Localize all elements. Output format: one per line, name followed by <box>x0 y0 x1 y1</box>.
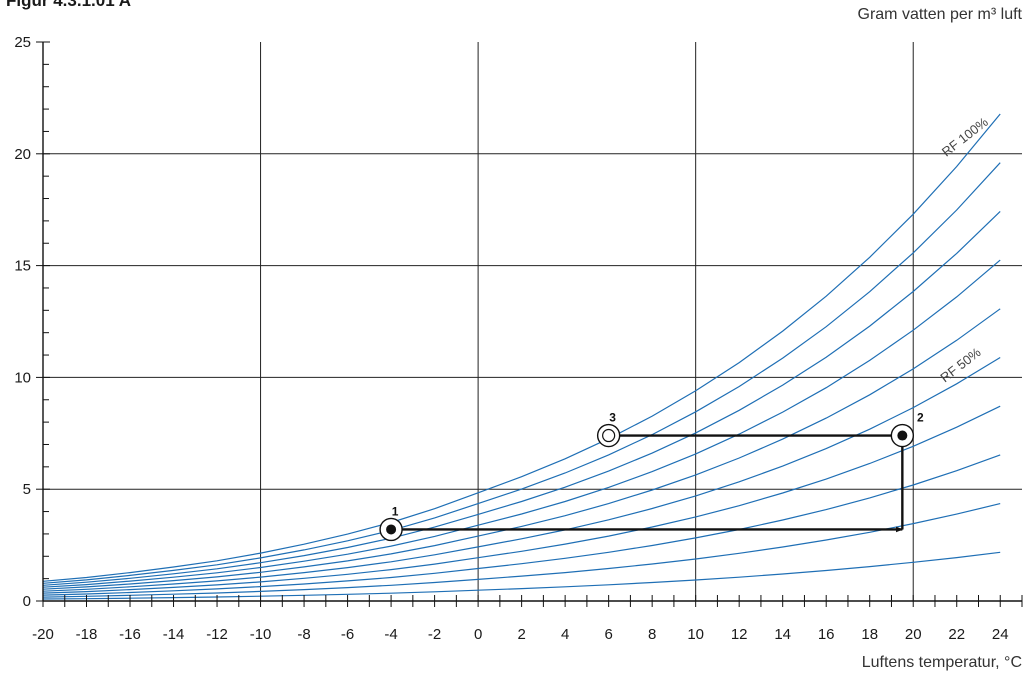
state-point-dot <box>386 524 397 535</box>
y-tick-label: 5 <box>23 481 31 498</box>
x-tick-label: -4 <box>384 626 397 643</box>
state-point-inner-ring <box>602 428 616 443</box>
x-tick-label: -10 <box>250 626 272 643</box>
x-tick-label: 0 <box>474 626 482 643</box>
x-tick-label: 14 <box>774 626 791 643</box>
x-tick-label: 22 <box>948 626 965 643</box>
y-tick-label: 10 <box>14 369 31 386</box>
x-tick-label: -12 <box>206 626 228 643</box>
x-tick-label: 2 <box>517 626 525 643</box>
x-tick-label: 24 <box>992 626 1009 643</box>
x-tick-label: -16 <box>119 626 141 643</box>
x-tick-label: -18 <box>76 626 98 643</box>
x-tick-label: 6 <box>604 626 612 643</box>
rh-curve-40 <box>42 405 1001 594</box>
x-tick-label: -2 <box>428 626 441 643</box>
state-point-label: 2 <box>917 411 924 425</box>
state-point-label: 1 <box>392 504 399 518</box>
x-tick-label: -20 <box>32 626 54 643</box>
chart-labels: RF 100% RF 50% <box>937 114 991 385</box>
curve-label: RF 100% <box>939 114 991 159</box>
rh-curve-30 <box>42 454 1001 596</box>
rh-curve-50 <box>42 356 1001 592</box>
rh-curve-90 <box>42 162 1001 584</box>
state-point-1: 1 <box>379 504 403 542</box>
x-axis-label: Luftens temperatur, °C <box>861 654 1022 671</box>
state-point-ring <box>596 423 621 448</box>
x-tick-label: 4 <box>561 626 569 643</box>
x-tick-label: -14 <box>163 626 185 643</box>
rh-curve-100 <box>42 113 1001 582</box>
rh-curves <box>42 113 1001 600</box>
rh-curve-20 <box>42 503 1001 598</box>
x-tick-label: -6 <box>341 626 354 643</box>
x-tick-label: -8 <box>297 626 310 643</box>
x-tick-label: 8 <box>648 626 656 643</box>
curve-label: RF 50% <box>937 344 984 385</box>
y-axis-label: Gram vatten per m³ luft <box>857 6 1023 23</box>
rh-curve-60 <box>42 308 1001 590</box>
grid <box>43 42 1022 601</box>
state-points: 1 2 3 <box>379 411 924 542</box>
state-point-3: 3 <box>596 411 621 448</box>
state-point-dot <box>897 430 908 441</box>
x-tick-label: 10 <box>687 626 704 643</box>
state-point-label: 3 <box>609 411 616 425</box>
rh-curve-10 <box>42 551 1001 600</box>
x-tick-label: 12 <box>731 626 748 643</box>
rh-curve-70 <box>42 259 1001 588</box>
rh-curve-80 <box>42 210 1001 586</box>
x-tick-label: 18 <box>861 626 878 643</box>
y-tick-label: 15 <box>14 258 31 275</box>
x-tick-label: 20 <box>905 626 922 643</box>
y-tick-label: 25 <box>14 34 31 51</box>
y-tick-label: 20 <box>14 146 31 163</box>
figure-label: Figur 4.3.1.01 A <box>6 0 132 10</box>
state-point-2: 2 <box>890 411 924 448</box>
x-tick-label: 16 <box>818 626 835 643</box>
process-arrows <box>391 432 906 533</box>
y-tick-label: 0 <box>23 593 31 610</box>
